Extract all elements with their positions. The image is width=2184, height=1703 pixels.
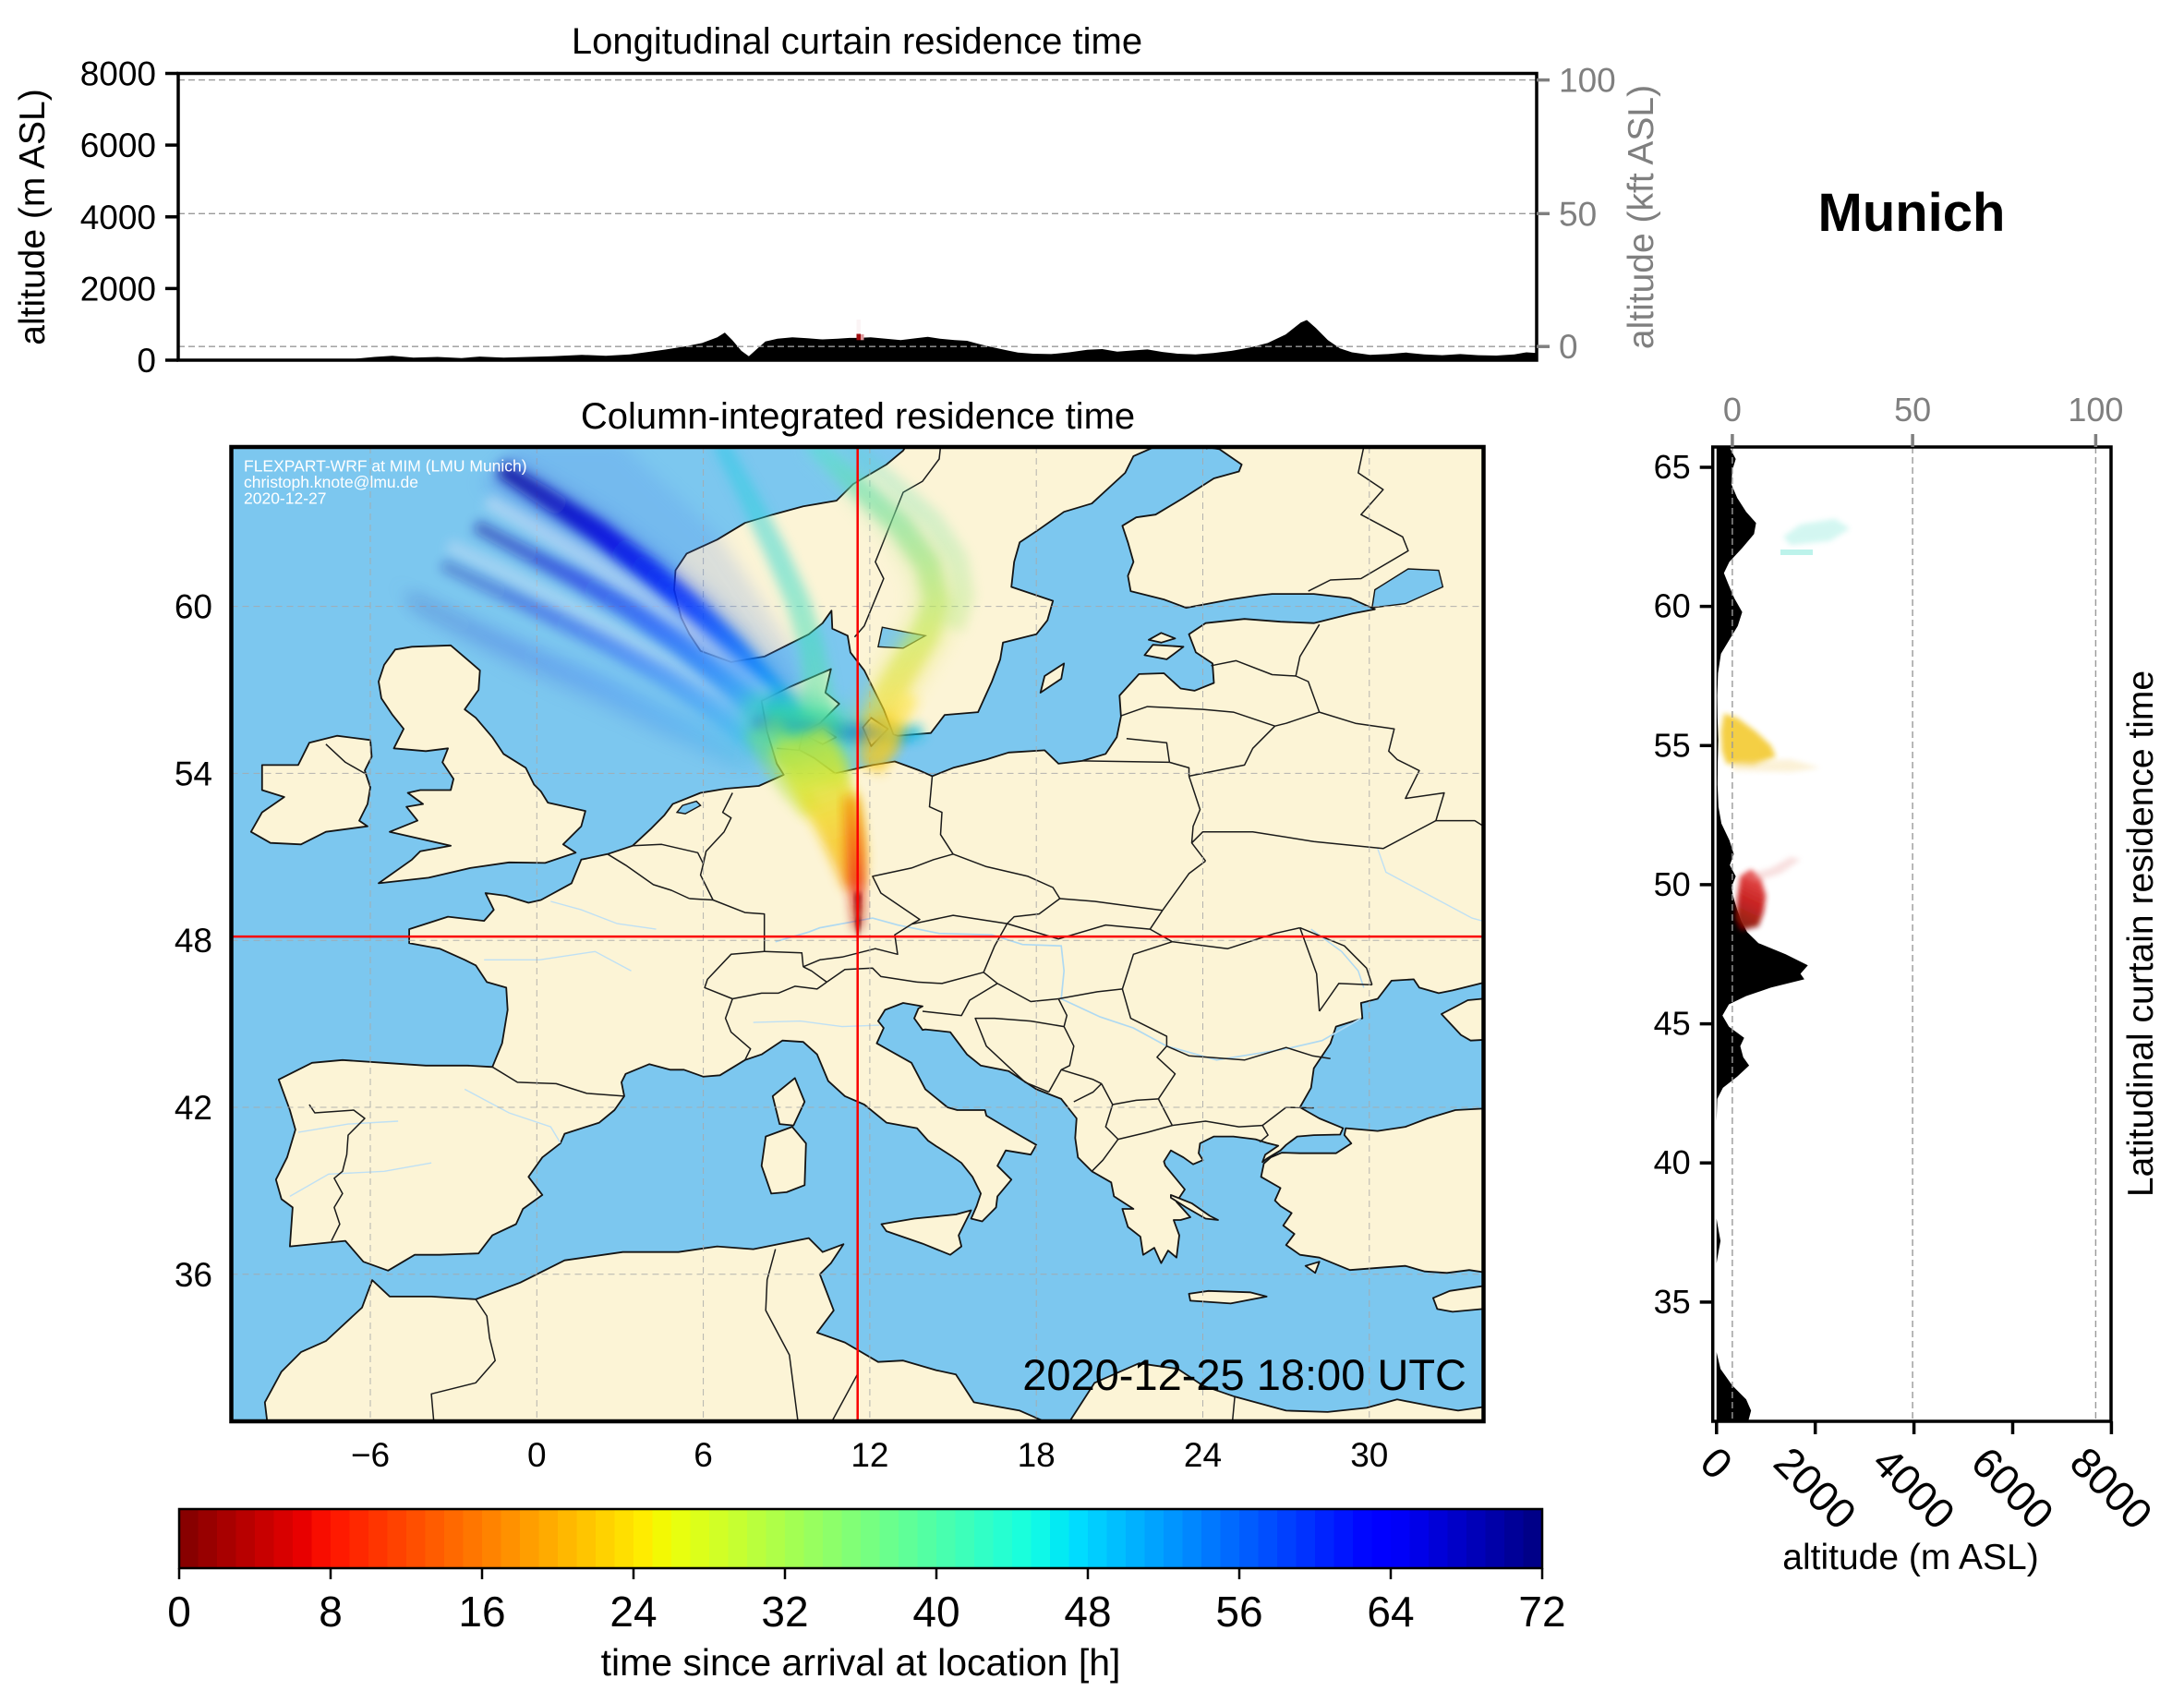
svg-text:40: 40 xyxy=(912,1588,959,1636)
svg-text:55: 55 xyxy=(1654,726,1691,764)
svg-text:24: 24 xyxy=(1184,1436,1222,1474)
svg-text:48: 48 xyxy=(1064,1588,1111,1636)
svg-text:50: 50 xyxy=(1559,195,1597,233)
svg-text:0: 0 xyxy=(1723,391,1742,429)
svg-text:35: 35 xyxy=(1654,1283,1691,1321)
svg-text:12: 12 xyxy=(851,1436,888,1474)
svg-text:−6: −6 xyxy=(351,1436,390,1474)
svg-text:0: 0 xyxy=(527,1436,547,1474)
svg-text:50: 50 xyxy=(1654,865,1691,903)
svg-text:8: 8 xyxy=(319,1588,343,1636)
svg-text:50: 50 xyxy=(1894,391,1931,429)
svg-text:54: 54 xyxy=(175,755,212,792)
svg-text:60: 60 xyxy=(175,588,212,626)
svg-text:altitude (m ASL): altitude (m ASL) xyxy=(1782,1538,2038,1577)
svg-text:16: 16 xyxy=(458,1588,505,1636)
svg-text:altitude (kft ASL): altitude (kft ASL) xyxy=(1622,85,1661,349)
svg-text:0: 0 xyxy=(1559,328,1578,366)
svg-text:48: 48 xyxy=(175,922,212,960)
svg-text:72: 72 xyxy=(1518,1588,1565,1636)
svg-text:4000: 4000 xyxy=(80,199,156,236)
svg-text:Munich: Munich xyxy=(1818,183,2006,243)
svg-text:40: 40 xyxy=(1654,1143,1691,1181)
svg-text:42: 42 xyxy=(175,1089,212,1127)
svg-text:Latitudinal curtain residence: Latitudinal curtain residence time xyxy=(2121,670,2161,1197)
svg-text:0: 0 xyxy=(167,1588,191,1636)
svg-text:56: 56 xyxy=(1215,1588,1262,1636)
svg-text:65: 65 xyxy=(1654,448,1691,486)
svg-text:100: 100 xyxy=(1559,62,1616,100)
svg-text:FLEXPART-WRF at MIM (LMU Munic: FLEXPART-WRF at MIM (LMU Munich) xyxy=(244,457,527,476)
svg-text:2000: 2000 xyxy=(80,270,156,308)
svg-text:8000: 8000 xyxy=(80,55,156,93)
svg-text:0: 0 xyxy=(137,342,156,380)
svg-text:36: 36 xyxy=(175,1256,212,1294)
svg-text:100: 100 xyxy=(2068,391,2123,429)
svg-text:24: 24 xyxy=(609,1588,657,1636)
svg-text:18: 18 xyxy=(1018,1436,1056,1474)
svg-text:45: 45 xyxy=(1654,1005,1691,1043)
svg-text:6000: 6000 xyxy=(80,127,156,164)
svg-text:60: 60 xyxy=(1654,587,1691,625)
svg-text:30: 30 xyxy=(1350,1436,1388,1474)
svg-text:altitude (m ASL): altitude (m ASL) xyxy=(13,89,53,344)
svg-text:time since arrival at location: time since arrival at location [h] xyxy=(601,1641,1121,1684)
svg-text:64: 64 xyxy=(1367,1588,1414,1636)
svg-text:2020-12-27: 2020-12-27 xyxy=(244,489,327,508)
svg-text:32: 32 xyxy=(761,1588,808,1636)
svg-text:2020-12-25 18:00 UTC: 2020-12-25 18:00 UTC xyxy=(1022,1350,1466,1399)
svg-text:Longitudinal curtain residence: Longitudinal curtain residence time xyxy=(572,21,1142,62)
svg-text:Column-integrated residence ti: Column-integrated residence time xyxy=(581,396,1135,437)
svg-text:6: 6 xyxy=(694,1436,713,1474)
svg-text:christoph.knote@lmu.de: christoph.knote@lmu.de xyxy=(244,473,418,491)
